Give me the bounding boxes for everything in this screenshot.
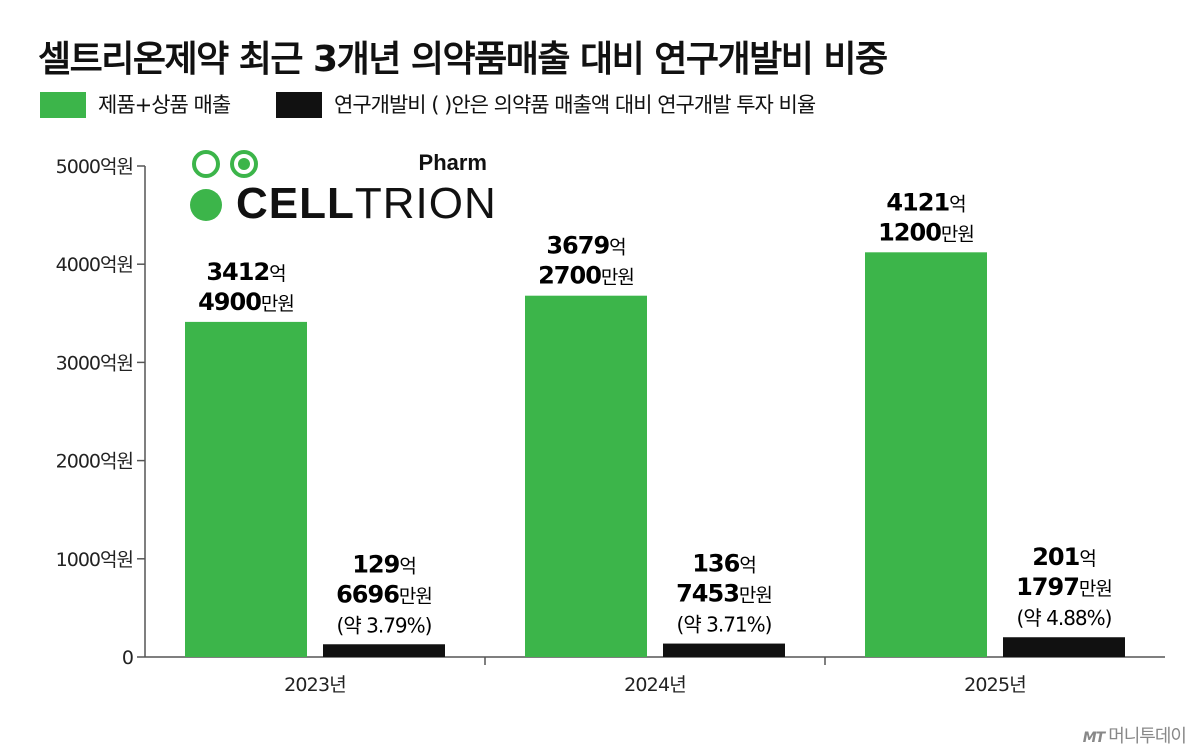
data-label: 3679억 [546, 232, 625, 260]
legend-label-sales: 제품+상품 매출 [98, 93, 231, 117]
y-tick-label: 4000억원 [56, 254, 133, 276]
bar-rnd [663, 643, 785, 657]
legend-label-rnd: 연구개발비 ( )안은 의약품 매출액 대비 연구개발 투자 비율 [334, 93, 816, 117]
source-credit: MT 머니투데이 [1082, 722, 1187, 748]
data-label: 6696만원 [336, 580, 432, 608]
celltrion-pharm-logo: Pharm CELLTRION [190, 148, 497, 228]
data-label: 2700만원 [538, 262, 634, 290]
ratio-label: (약 3.71%) [677, 613, 772, 637]
data-label: 201억 [1032, 543, 1096, 571]
data-label: 1797만원 [1016, 573, 1112, 601]
y-tick-label: 3000억원 [56, 352, 133, 374]
chart-title: 셀트리온제약 최근 3개년 의약품매출 대비 연구개발비 비중 [38, 39, 888, 80]
ratio-label: (약 3.79%) [337, 613, 432, 637]
bar-rnd [323, 644, 445, 657]
data-label: 7453만원 [676, 580, 772, 608]
celltrion-logo-icon [190, 150, 258, 221]
ratio-label: (약 4.88%) [1017, 606, 1112, 630]
source-name: 머니투데이 [1108, 726, 1187, 747]
data-label: 1200만원 [878, 218, 974, 246]
legend-swatch-sales [40, 92, 86, 118]
y-tick-label: 5000억원 [56, 156, 133, 178]
logo-pharm-text: Pharm [418, 150, 487, 175]
x-category-label: 2024년 [624, 674, 686, 696]
x-category-label: 2023년 [284, 674, 346, 696]
data-label: 129억 [352, 550, 416, 578]
bar-rnd [1003, 637, 1125, 657]
bar-sales [865, 252, 987, 657]
data-label: 3412억 [206, 258, 285, 286]
bar-sales [185, 321, 307, 657]
y-tick-label: 1000억원 [56, 549, 133, 571]
bar-sales [525, 295, 647, 657]
data-label: 136억 [692, 550, 756, 578]
logo-brand-text: CELLTRION [236, 179, 497, 228]
source-mark: MT [1082, 730, 1106, 746]
legend-swatch-rnd [276, 92, 322, 118]
x-category-label: 2025년 [964, 674, 1026, 696]
data-label: 4900만원 [198, 288, 294, 316]
y-tick-label: 0 [122, 647, 133, 669]
data-label: 4121억 [886, 188, 965, 216]
y-tick-label: 2000억원 [56, 451, 133, 473]
